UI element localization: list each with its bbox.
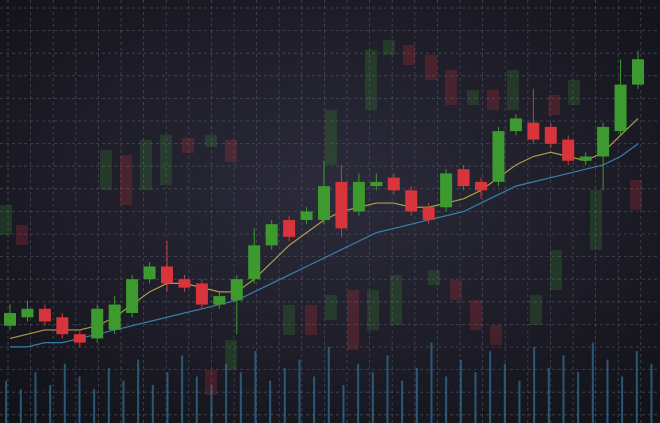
candle-body <box>161 266 173 284</box>
background-candles <box>0 40 642 395</box>
candle-body <box>405 190 418 212</box>
candle-body <box>457 169 470 187</box>
volume-bar <box>591 342 594 423</box>
candle-body <box>544 126 557 144</box>
volume-bar <box>283 368 286 423</box>
volume-bar <box>107 368 110 423</box>
volume-bar <box>49 384 52 423</box>
volume-bar <box>533 346 536 423</box>
volume-bar <box>577 372 580 423</box>
volume-bar <box>474 372 477 423</box>
candle-body <box>195 283 208 305</box>
candle-body <box>73 334 86 343</box>
volume-bar <box>547 368 550 423</box>
candle-body <box>527 122 540 140</box>
candle-body <box>509 118 522 132</box>
candle-body <box>38 308 51 322</box>
volume-bar <box>122 380 125 423</box>
candle-body <box>632 59 644 85</box>
candle-body <box>91 308 104 339</box>
candle-body <box>230 279 243 301</box>
candle-body <box>178 279 191 288</box>
volume-bar <box>269 380 272 423</box>
volume-bar <box>210 384 213 423</box>
volume-bar <box>298 359 301 423</box>
volume-bar <box>327 346 330 423</box>
volume-bar <box>166 372 169 423</box>
candle-body <box>318 186 330 220</box>
volume-bar <box>63 363 66 423</box>
candle-body <box>440 173 453 208</box>
volume-bar <box>225 363 228 423</box>
volume-bar <box>503 363 506 423</box>
volume-bar <box>78 376 81 423</box>
volume-bar <box>239 372 242 423</box>
candle-body <box>352 181 365 212</box>
volume-bar <box>19 389 22 423</box>
volume-bar <box>34 372 37 423</box>
volume-bar <box>93 389 96 423</box>
candle-body <box>422 207 435 220</box>
volume-bar <box>181 355 184 423</box>
candle-body <box>4 313 16 326</box>
candles <box>4 50 644 347</box>
volume-bar <box>401 380 404 423</box>
volume-bar <box>151 384 154 423</box>
volume-bar <box>415 368 418 423</box>
volume-bar <box>5 380 8 423</box>
candle-body <box>213 296 226 305</box>
volume-bar <box>254 351 257 423</box>
volume-bars <box>5 342 653 423</box>
candle-body <box>108 304 121 330</box>
candle-body <box>387 177 400 191</box>
candle-body <box>248 245 261 280</box>
volume-bar <box>635 351 638 423</box>
candle-body <box>562 139 575 161</box>
volume-bar <box>371 372 374 423</box>
candle-body <box>579 156 592 161</box>
volume-bar <box>621 376 624 423</box>
candle-body <box>335 181 348 229</box>
candle-body <box>265 224 278 246</box>
volume-bar <box>357 363 360 423</box>
candle-body <box>475 181 487 191</box>
volume-bar <box>459 359 462 423</box>
candle-body <box>56 317 69 335</box>
volume-bar <box>342 384 345 423</box>
volume-bar <box>518 380 521 423</box>
candle-body <box>614 84 627 132</box>
volume-bar <box>606 359 609 423</box>
volume-bar <box>445 376 448 423</box>
volume-bar <box>386 355 389 423</box>
candle-body <box>370 181 383 187</box>
candle-body <box>143 266 156 280</box>
candle-body <box>300 211 313 220</box>
volume-bar <box>562 355 565 423</box>
candle-body <box>283 219 296 237</box>
candle-body <box>126 279 139 314</box>
volume-bar <box>489 351 492 423</box>
volume-bar <box>313 376 316 423</box>
candle-body <box>597 126 610 157</box>
volume-bar <box>430 342 433 423</box>
volume-bar <box>137 359 140 423</box>
candle-body <box>492 131 505 182</box>
volume-bar <box>650 363 653 423</box>
volume-bar <box>195 376 198 423</box>
candle-body <box>21 308 34 318</box>
